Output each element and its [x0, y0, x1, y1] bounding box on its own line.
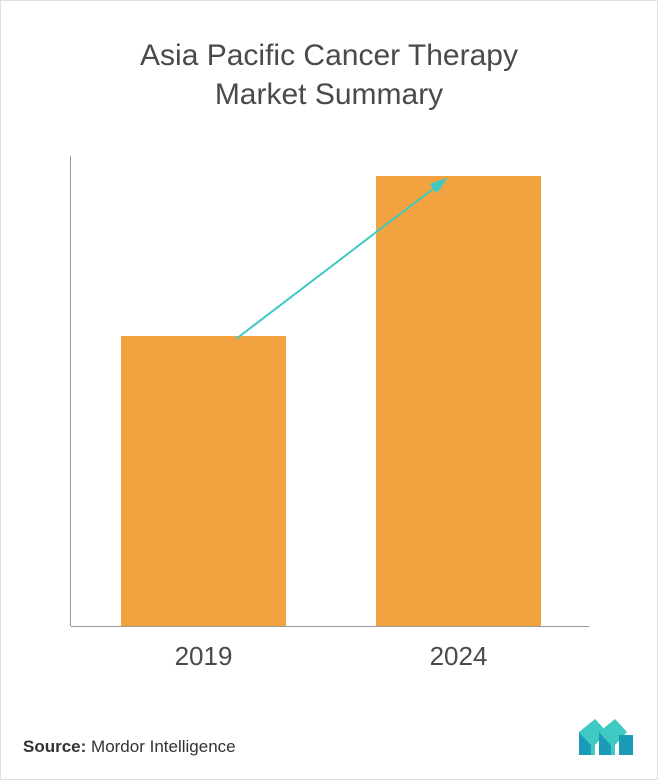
- growth-arrow-icon: [236, 171, 456, 351]
- mordor-logo-icon: [577, 717, 635, 757]
- x-axis-labels: 2019 2024: [71, 641, 589, 681]
- title-line-1: Asia Pacific Cancer Therapy: [1, 36, 657, 75]
- title-line-2: Market Summary: [1, 75, 657, 114]
- footer: Source: Mordor Intelligence: [23, 717, 635, 757]
- chart-area: [71, 156, 589, 626]
- chart-title: Asia Pacific Cancer Therapy Market Summa…: [1, 1, 657, 114]
- x-axis: [71, 626, 589, 627]
- x-label-2024: 2024: [376, 641, 541, 672]
- bar-2019: [121, 336, 286, 626]
- y-axis: [70, 156, 71, 626]
- source-value: Mordor Intelligence: [91, 737, 236, 756]
- source-label: Source:: [23, 737, 86, 756]
- source-text: Source: Mordor Intelligence: [23, 737, 236, 757]
- x-label-2019: 2019: [121, 641, 286, 672]
